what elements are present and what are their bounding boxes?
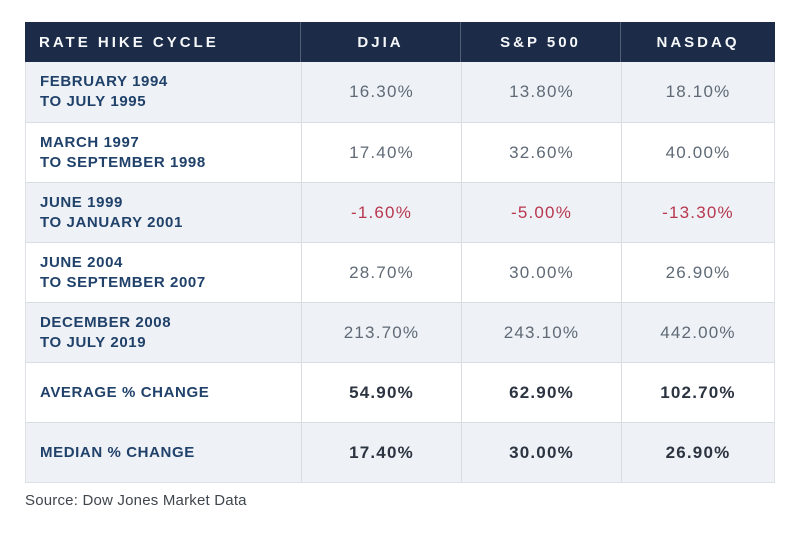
table-row: DECEMBER 2008 TO JULY 2019 213.70% 243.1… bbox=[26, 302, 774, 362]
value-cell-djia: 28.70% bbox=[301, 243, 461, 302]
value-cell-sp500: 243.10% bbox=[461, 303, 621, 362]
period-line: TO JULY 2019 bbox=[40, 333, 147, 351]
value-cell-sp500: 32.60% bbox=[461, 123, 621, 182]
table-row: JUNE 1999 TO JANUARY 2001 -1.60% -5.00% … bbox=[26, 182, 774, 242]
table-row: FEBRUARY 1994 TO JULY 1995 16.30% 13.80%… bbox=[26, 62, 774, 122]
summary-row-median: MEDIAN % CHANGE 17.40% 30.00% 26.90% bbox=[26, 422, 774, 482]
summary-label: AVERAGE % CHANGE bbox=[40, 384, 210, 401]
period-cell: JUNE 1999 TO JANUARY 2001 bbox=[26, 183, 301, 242]
value-cell-djia: 213.70% bbox=[301, 303, 461, 362]
value-cell-djia: -1.60% bbox=[301, 183, 461, 242]
period-cell: DECEMBER 2008 TO JULY 2019 bbox=[26, 303, 301, 362]
period-cell: FEBRUARY 1994 TO JULY 1995 bbox=[26, 62, 301, 122]
rate-hike-table: RATE HIKE CYCLE DJIA S&P 500 NASDAQ FEBR… bbox=[25, 22, 775, 483]
value-cell-nasdaq: 442.00% bbox=[621, 303, 774, 362]
summary-label-cell: AVERAGE % CHANGE bbox=[26, 363, 301, 422]
value-cell-nasdaq: 40.00% bbox=[621, 123, 774, 182]
value-cell-sp500: 30.00% bbox=[461, 243, 621, 302]
column-header-rate-hike-cycle: RATE HIKE CYCLE bbox=[39, 33, 219, 51]
column-header-djia: DJIA bbox=[300, 22, 460, 62]
value-cell-sp500: 30.00% bbox=[461, 423, 621, 482]
table-row: MARCH 1997 TO SEPTEMBER 1998 17.40% 32.6… bbox=[26, 122, 774, 182]
value-cell-sp500: 13.80% bbox=[461, 62, 621, 122]
period-cell: MARCH 1997 TO SEPTEMBER 1998 bbox=[26, 123, 301, 182]
period-line: TO JULY 1995 bbox=[40, 93, 147, 110]
value-cell-djia: 54.90% bbox=[301, 363, 461, 422]
column-header-nasdaq: NASDAQ bbox=[620, 22, 775, 62]
period-line: JUNE 2004 bbox=[40, 253, 123, 271]
value-cell-nasdaq: 26.90% bbox=[621, 243, 774, 302]
table-row: JUNE 2004 TO SEPTEMBER 2007 28.70% 30.00… bbox=[26, 242, 774, 302]
summary-row-average: AVERAGE % CHANGE 54.90% 62.90% 102.70% bbox=[26, 362, 774, 422]
table-body: FEBRUARY 1994 TO JULY 1995 16.30% 13.80%… bbox=[25, 62, 775, 483]
period-line: TO JANUARY 2001 bbox=[40, 213, 183, 231]
period-line: JUNE 1999 bbox=[40, 193, 123, 211]
period-line: TO SEPTEMBER 2007 bbox=[40, 273, 206, 291]
value-cell-djia: 17.40% bbox=[301, 423, 461, 482]
period-line: MARCH 1997 bbox=[40, 133, 140, 151]
summary-label: MEDIAN % CHANGE bbox=[40, 444, 195, 461]
period-cell: JUNE 2004 TO SEPTEMBER 2007 bbox=[26, 243, 301, 302]
period-line: DECEMBER 2008 bbox=[40, 313, 172, 331]
value-cell-nasdaq: 102.70% bbox=[621, 363, 774, 422]
value-cell-djia: 16.30% bbox=[301, 62, 461, 122]
source-attribution: Source: Dow Jones Market Data bbox=[25, 492, 247, 509]
value-cell-nasdaq: -13.30% bbox=[621, 183, 774, 242]
period-line: TO SEPTEMBER 1998 bbox=[40, 153, 206, 171]
value-cell-nasdaq: 26.90% bbox=[621, 423, 774, 482]
column-header-sp500: S&P 500 bbox=[460, 22, 620, 62]
value-cell-sp500: -5.00% bbox=[461, 183, 621, 242]
value-cell-sp500: 62.90% bbox=[461, 363, 621, 422]
summary-label-cell: MEDIAN % CHANGE bbox=[26, 423, 301, 482]
value-cell-nasdaq: 18.10% bbox=[621, 62, 774, 122]
value-cell-djia: 17.40% bbox=[301, 123, 461, 182]
table-header-row: RATE HIKE CYCLE DJIA S&P 500 NASDAQ bbox=[25, 22, 775, 62]
period-line: FEBRUARY 1994 bbox=[40, 73, 168, 90]
